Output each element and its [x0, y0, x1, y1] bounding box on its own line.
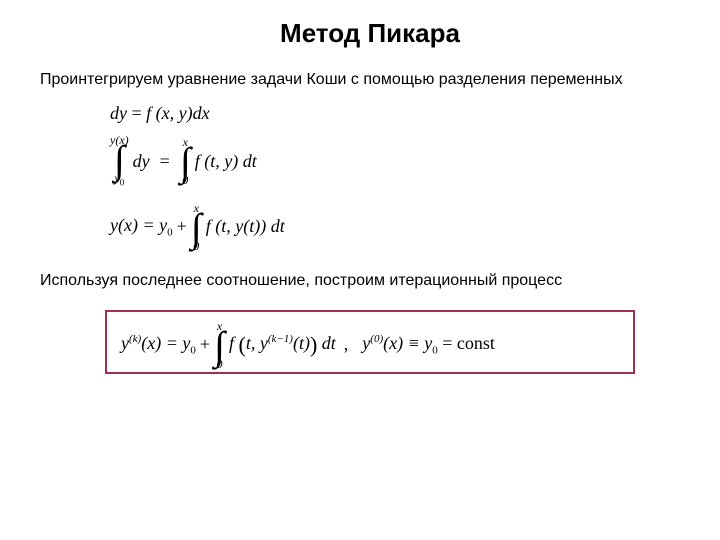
- equation-integrated: y(x) ∫ y0 dy = x ∫ 0 f (t, y) dt: [110, 134, 680, 187]
- eq4-integral: x ∫ 0: [214, 320, 225, 370]
- eq3-lhs: y(x) = y0: [110, 215, 173, 239]
- slide-title: Метод Пикара: [40, 18, 680, 49]
- eq4-integrand: f (t, y(k−1)(t)) dt: [229, 332, 336, 358]
- eq4-lower: 0: [216, 358, 222, 370]
- eq2-integrand1: dy: [133, 151, 150, 172]
- eq1-dy: dy: [110, 103, 127, 123]
- eq3-plus: +: [177, 216, 187, 237]
- eq4-plus: +: [200, 334, 210, 355]
- iteration-formula-box: y(k)(x) = y0 + x ∫ 0 f (t, y(k−1)(t)) dt…: [105, 310, 635, 374]
- intro-paragraph: Проинтегрируем уравнение задачи Коши с п…: [40, 69, 680, 91]
- equation-separation: dy = f (x, y)dx: [110, 103, 680, 124]
- eq1-rhs: f (x, y)dx: [146, 103, 209, 123]
- eq2-equals: =: [160, 151, 170, 172]
- eq1-equals: =: [131, 103, 146, 123]
- slide-root: Метод Пикара Проинтегрируем уравнение за…: [0, 0, 720, 540]
- eq4-initial: y(0)(x) ≡ y0 = const: [362, 333, 495, 357]
- eq2-integrand2: f (t, y) dt: [195, 151, 257, 172]
- eq2-lhs-integral: y(x) ∫ y0: [110, 134, 129, 187]
- eq2-lower1: y0: [114, 172, 124, 187]
- eq4-yk: y(k)(x) = y0: [121, 333, 196, 357]
- eq2-rhs-integral: x ∫ 0: [180, 136, 191, 186]
- eq3-integral: x ∫ 0: [191, 202, 202, 252]
- equation-iteration: y(k)(x) = y0 + x ∫ 0 f (t, y(k−1)(t)) dt…: [121, 320, 619, 370]
- eq3-lower: 0: [193, 240, 199, 252]
- eq2-lower2: 0: [182, 174, 188, 186]
- eq3-integrand: f (t, y(t)) dt: [206, 216, 285, 237]
- eq4-comma: ,: [344, 334, 349, 355]
- equation-solution: y(x) = y0 + x ∫ 0 f (t, y(t)) dt: [110, 202, 680, 252]
- iteration-paragraph: Используя последнее соотношение, построи…: [40, 272, 680, 290]
